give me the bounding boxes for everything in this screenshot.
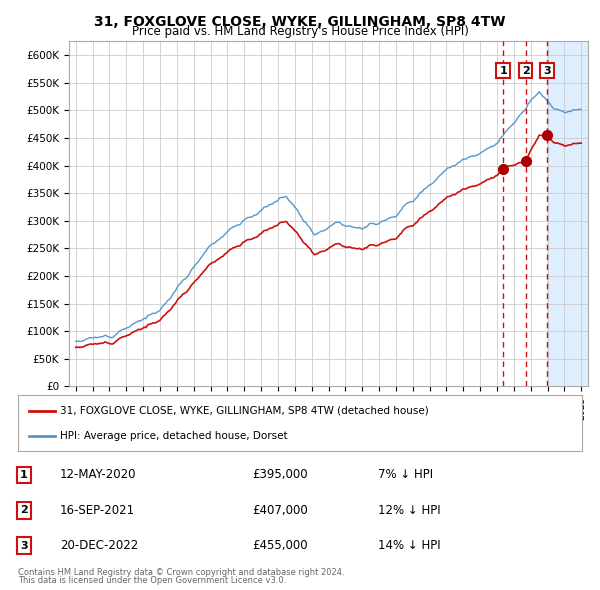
Text: 7% ↓ HPI: 7% ↓ HPI bbox=[378, 468, 433, 481]
Text: £395,000: £395,000 bbox=[252, 468, 308, 481]
Text: Price paid vs. HM Land Registry's House Price Index (HPI): Price paid vs. HM Land Registry's House … bbox=[131, 25, 469, 38]
Text: 1: 1 bbox=[20, 470, 28, 480]
Text: This data is licensed under the Open Government Licence v3.0.: This data is licensed under the Open Gov… bbox=[18, 576, 286, 585]
Text: £407,000: £407,000 bbox=[252, 504, 308, 517]
Text: 14% ↓ HPI: 14% ↓ HPI bbox=[378, 539, 440, 552]
Text: HPI: Average price, detached house, Dorset: HPI: Average price, detached house, Dors… bbox=[60, 431, 288, 441]
Text: 31, FOXGLOVE CLOSE, WYKE, GILLINGHAM, SP8 4TW (detached house): 31, FOXGLOVE CLOSE, WYKE, GILLINGHAM, SP… bbox=[60, 406, 429, 416]
Text: 20-DEC-2022: 20-DEC-2022 bbox=[60, 539, 138, 552]
Text: 16-SEP-2021: 16-SEP-2021 bbox=[60, 504, 135, 517]
Text: 12% ↓ HPI: 12% ↓ HPI bbox=[378, 504, 440, 517]
Text: £455,000: £455,000 bbox=[252, 539, 308, 552]
Text: 2: 2 bbox=[522, 65, 530, 76]
Text: 31, FOXGLOVE CLOSE, WYKE, GILLINGHAM, SP8 4TW: 31, FOXGLOVE CLOSE, WYKE, GILLINGHAM, SP… bbox=[94, 15, 506, 29]
Bar bbox=[547, 41, 590, 386]
Text: Contains HM Land Registry data © Crown copyright and database right 2024.: Contains HM Land Registry data © Crown c… bbox=[18, 568, 344, 577]
Text: 2: 2 bbox=[20, 506, 28, 515]
Text: 1: 1 bbox=[499, 65, 507, 76]
Text: 3: 3 bbox=[543, 65, 551, 76]
Text: 12-MAY-2020: 12-MAY-2020 bbox=[60, 468, 137, 481]
Text: 3: 3 bbox=[20, 541, 28, 550]
